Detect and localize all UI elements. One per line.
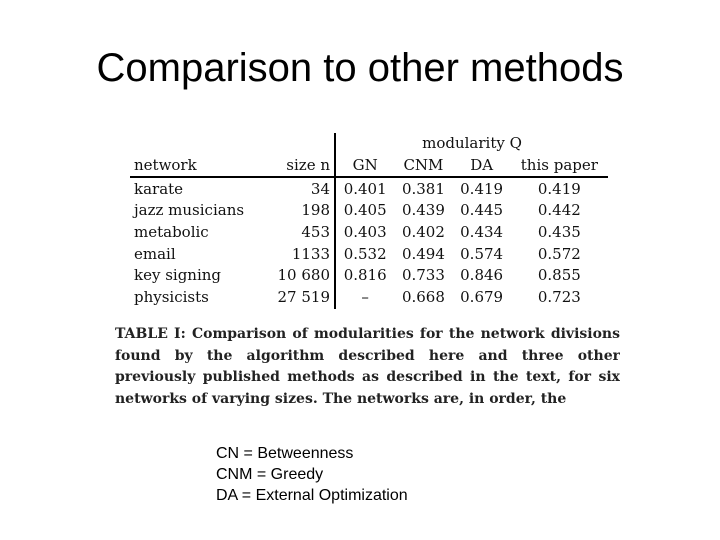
- table-cell: 34: [264, 177, 337, 201]
- note-line: CN = Betweenness: [216, 445, 354, 462]
- column-header: GN: [335, 154, 395, 179]
- table-row: key signing 10 680 0.816 0.733 0.846 0.8…: [130, 265, 608, 287]
- table-cell: 0.574: [460, 244, 504, 263]
- table-cell: 0.494: [401, 244, 445, 263]
- table-cell: 0.434: [460, 223, 504, 242]
- table-cell: physicists: [134, 288, 209, 307]
- modularity-table: modularity Q network size n GN CNM DA th…: [130, 133, 608, 309]
- header-blank: [264, 133, 337, 155]
- table-cell: 0.816: [343, 266, 387, 285]
- table-cell: 198: [264, 200, 337, 222]
- table-cell: 0.445: [460, 201, 504, 220]
- table-cell: 0.419: [460, 179, 504, 198]
- table-cell: 0.405: [343, 201, 387, 220]
- table-cell: 10 680: [264, 265, 337, 287]
- table-cell: 0.381: [401, 179, 445, 198]
- slide-title: Comparison to other methods: [96, 46, 624, 90]
- table-caption: TABLE I: Comparison of modularities for …: [115, 326, 620, 407]
- table-cell: 0.442: [537, 201, 581, 220]
- table-cell: –: [361, 288, 369, 307]
- table-cell: 453: [264, 221, 337, 244]
- table-cell: 0.532: [343, 244, 387, 263]
- table-row: jazz musicians 198 0.405 0.439 0.445 0.4…: [130, 200, 608, 222]
- table-cell: 0.403: [343, 223, 387, 242]
- table-cell: 0.419: [537, 179, 581, 198]
- table-cell: 0.439: [401, 201, 445, 220]
- abbreviation-notes: CN = Betweenness CNM = Greedy DA = Exter…: [216, 443, 408, 506]
- column-header-row: network size n GN CNM DA this paper: [130, 154, 608, 179]
- column-header: size n: [264, 154, 337, 179]
- table-cell: 0.435: [537, 223, 581, 242]
- table-cell: 0.733: [401, 266, 445, 285]
- table-cell: key signing: [134, 266, 222, 285]
- column-header: DA: [452, 154, 511, 179]
- column-header: network: [130, 154, 265, 179]
- table-cell: email: [134, 244, 176, 263]
- column-header: this paper: [510, 154, 608, 179]
- modularity-table-image: modularity Q network size n GN CNM DA th…: [130, 133, 608, 309]
- table-cell: 0.572: [537, 244, 581, 263]
- table-cell: metabolic: [134, 223, 209, 242]
- table-cell: 0.402: [401, 223, 445, 242]
- header-blank: [130, 133, 265, 155]
- table-row: email 1133 0.532 0.494 0.574 0.572: [130, 243, 608, 266]
- column-header: CNM: [394, 154, 453, 179]
- table-cell: 0.679: [460, 288, 504, 307]
- table-cell: 0.668: [401, 288, 445, 307]
- table-cell: 0.723: [537, 288, 581, 307]
- table-row: physicists 27 519 – 0.668 0.679 0.723: [130, 286, 608, 309]
- table-cell: karate: [134, 179, 184, 198]
- table-row: karate 34 0.401 0.381 0.419 0.419: [130, 177, 608, 201]
- table-cell: 27 519: [264, 286, 337, 309]
- table-cell: 0.401: [343, 179, 387, 198]
- table-row: metabolic 453 0.403 0.402 0.434 0.435: [130, 221, 608, 244]
- group-header-row: modularity Q: [130, 133, 608, 155]
- note-line: DA = External Optimization: [216, 487, 408, 504]
- modularity-group-header: modularity Q: [422, 134, 522, 153]
- table-cell: 0.855: [537, 266, 581, 285]
- table-cell: 1133: [264, 243, 337, 266]
- table-cell: 0.846: [460, 266, 504, 285]
- table-cell: jazz musicians: [134, 201, 245, 220]
- note-line: CNM = Greedy: [216, 466, 324, 483]
